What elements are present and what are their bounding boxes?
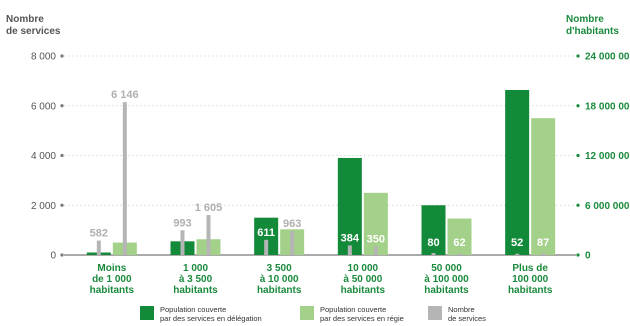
data-label-services: 993 — [173, 217, 191, 229]
legend-label-delegation: Population couverte par des services en … — [160, 305, 290, 323]
left-tick-label: 2 000 — [31, 201, 56, 212]
left-tick-dot — [60, 253, 64, 257]
category-label: habitants — [257, 285, 302, 296]
category-label: à 3 500 — [179, 274, 213, 285]
left-tick-label: 8 000 — [31, 52, 56, 63]
legend-label-delegation-line2: par des services en délégation — [160, 313, 262, 323]
left-tick-label: 6 000 — [31, 101, 56, 112]
right-tick-label: 12 000 000 — [585, 151, 630, 162]
category-label: Plus de — [512, 263, 548, 274]
right-tick-label: 24 000 000 — [585, 52, 630, 63]
category-label: habitants — [90, 285, 135, 296]
data-label-services: 582 — [90, 228, 108, 240]
label-layer: 582 6 146 993 1 605 611 963 384 350 80 62 52 87 — [90, 89, 550, 249]
data-label-services: 963 — [283, 218, 301, 230]
right-tick-dot — [576, 153, 580, 158]
data-label-services: 87 — [537, 237, 549, 249]
right-axis-title: Nombre d'habitants — [566, 14, 628, 38]
bar-regie — [531, 118, 556, 255]
data-label-services: 350 — [367, 233, 385, 245]
bar-services — [457, 253, 462, 255]
bar-delegation — [505, 89, 530, 255]
legend-label-regie: Population couverte par des services en … — [320, 305, 450, 323]
category-label: habitants — [341, 285, 386, 296]
legend-label-services-line1: Nombre — [448, 305, 475, 314]
bar-delegation — [337, 157, 362, 255]
data-label-services: 62 — [453, 237, 465, 249]
data-label-services: 80 — [427, 237, 439, 249]
data-label-services: 6 146 — [111, 89, 139, 101]
category-label: habitants — [424, 285, 469, 296]
bar-services — [347, 245, 352, 255]
legend-label-services: Nombre de services — [448, 305, 578, 323]
bar-services — [290, 231, 295, 255]
category-label: à 10 000 — [260, 274, 299, 285]
bar-services — [122, 102, 127, 255]
category-label: 50 000 — [431, 263, 462, 274]
right-axis-title-line2: d'habitants — [566, 26, 619, 37]
bar-services — [206, 215, 211, 255]
bar-services — [180, 230, 185, 255]
right-tick-dot — [576, 104, 580, 108]
legend: Population couverte par des services en … — [140, 305, 620, 326]
category-label: de 1 000 — [92, 274, 132, 285]
data-label-services: 1 605 — [195, 202, 223, 214]
category-label: à 100 000 — [424, 274, 469, 285]
data-label-services: 52 — [511, 237, 523, 249]
category-label: Moins — [97, 263, 126, 274]
bar-regie — [363, 192, 388, 255]
legend-item-delegation: Population couverte par des services en … — [140, 305, 290, 323]
right-tick-label: 18 000 000 — [585, 101, 630, 112]
legend-swatch-services — [428, 306, 442, 320]
grid-layer — [64, 55, 576, 256]
bar-layer — [86, 89, 556, 255]
left-tick-dot — [60, 153, 64, 158]
left-tick-label: 4 000 — [31, 151, 56, 162]
legend-swatch-regie — [300, 306, 314, 320]
right-axis-title-line1: Nombre — [566, 14, 604, 25]
bar-services — [96, 240, 101, 255]
right-tick-label: 6 000 000 — [585, 201, 630, 212]
legend-label-regie-line1: Population couverte — [320, 305, 387, 314]
right-tick-label: 0 — [585, 251, 591, 262]
legend-item-services: Nombre de services — [428, 305, 578, 323]
data-label-services: 384 — [341, 232, 360, 244]
legend-swatch-delegation — [140, 306, 154, 320]
bar-services — [264, 239, 269, 255]
right-tick-dot — [576, 203, 580, 207]
legend-label-delegation-line1: Population couverte — [160, 305, 227, 314]
left-tick-dot — [60, 203, 64, 207]
axis-layer: 0 2 000 4 000 6 000 8 000 0 6 000 000 12 000 00… — [31, 52, 630, 297]
category-label: 100 000 — [512, 274, 549, 285]
right-tick-dot — [576, 253, 580, 257]
bar-regie — [447, 218, 472, 255]
bar-services — [515, 253, 520, 255]
left-axis-title-line2: de services — [6, 26, 61, 37]
left-tick-dot — [60, 104, 64, 108]
right-tick-dot — [576, 54, 580, 58]
left-tick-label: 0 — [50, 251, 56, 262]
left-axis-title-line1: Nombre — [6, 14, 44, 25]
category-label: habitants — [173, 285, 218, 296]
bar-services — [431, 253, 436, 255]
category-label: 1 000 — [183, 263, 208, 274]
left-tick-dot — [60, 54, 64, 58]
bar-delegation — [421, 205, 446, 255]
bar-services — [373, 246, 378, 255]
category-label: à 50 000 — [343, 274, 382, 285]
data-label-services: 611 — [257, 227, 275, 239]
category-label: 3 500 — [267, 263, 292, 274]
bar-services — [541, 252, 546, 255]
category-label: 10 000 — [348, 263, 379, 274]
left-axis-title: Nombre de services — [6, 14, 76, 38]
legend-item-regie: Population couverte par des services en … — [300, 305, 450, 323]
legend-label-services-line2: de services — [448, 313, 486, 323]
category-label: habitants — [508, 285, 553, 296]
legend-label-regie-line2: par des services en régie — [320, 313, 404, 323]
